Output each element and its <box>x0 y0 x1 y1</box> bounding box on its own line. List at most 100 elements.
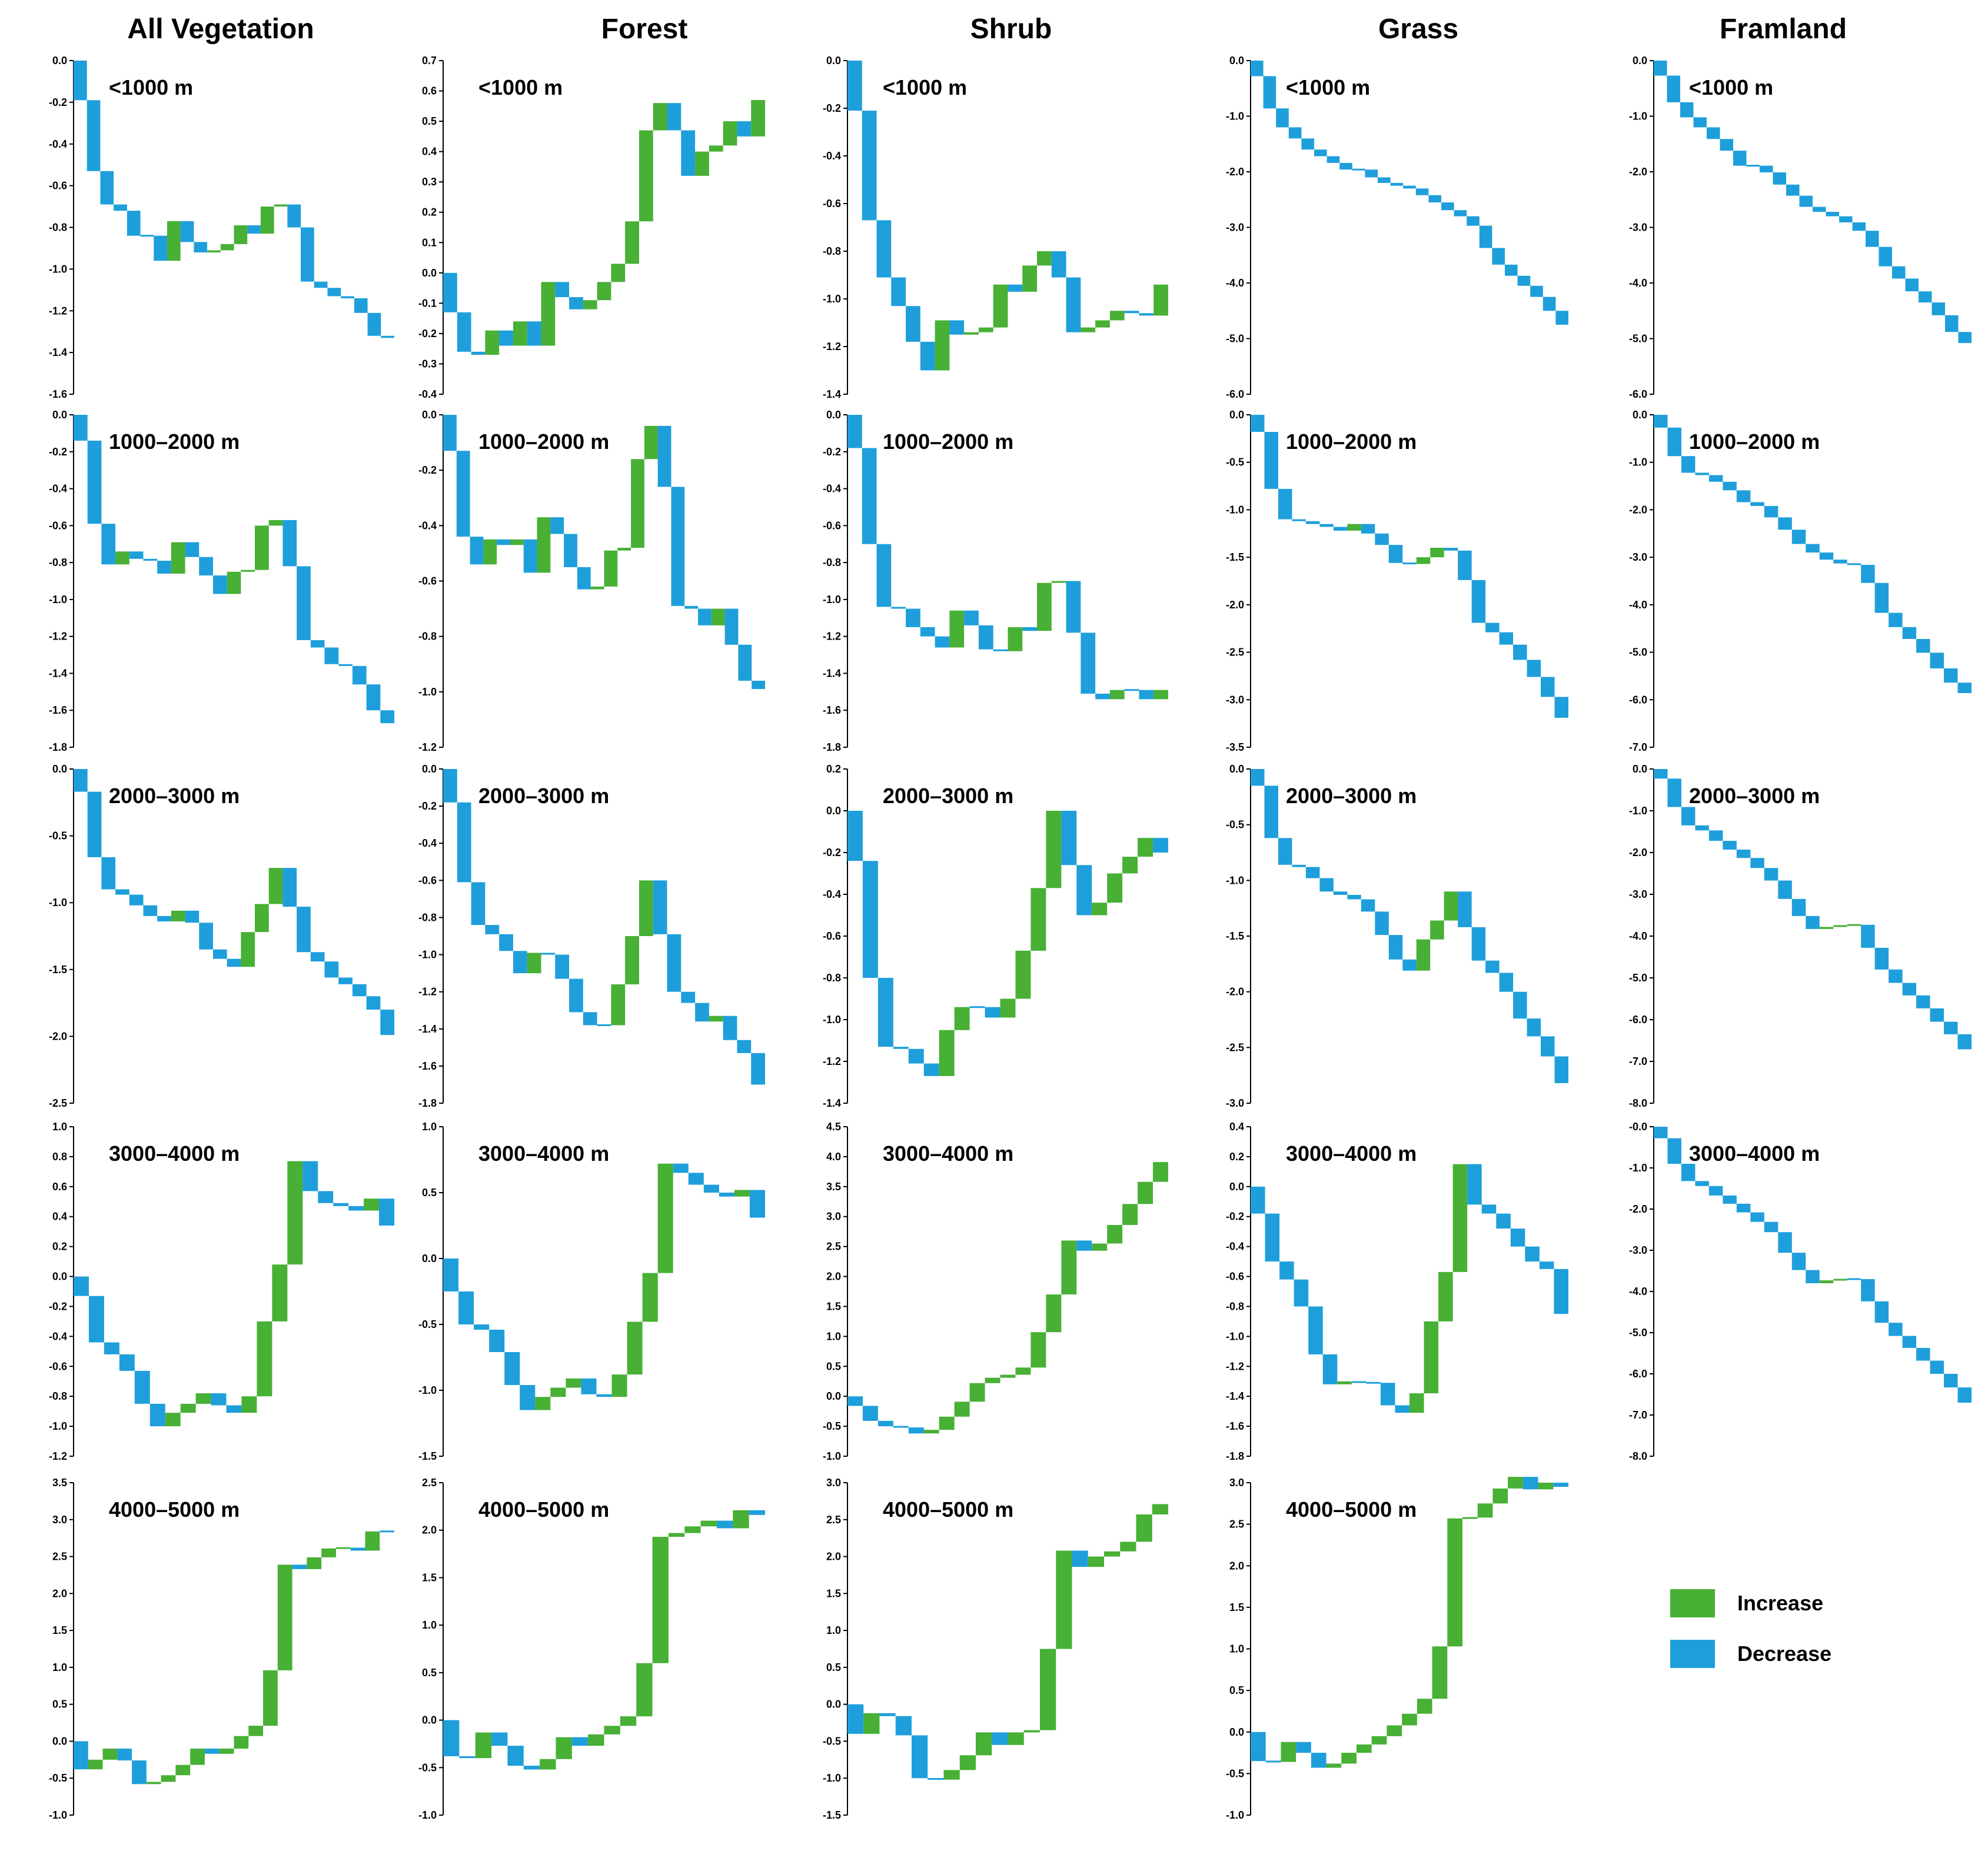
waterfall-bar-decrease <box>1322 1354 1338 1384</box>
y-tick-label-shrub-3000-4000-m: 0.0 <box>826 1390 841 1402</box>
waterfall-bar-increase <box>1138 1181 1153 1204</box>
waterfall-bar-decrease <box>1467 216 1480 226</box>
waterfall-bar-decrease <box>1333 527 1348 531</box>
waterfall-bar-decrease <box>1764 505 1778 518</box>
waterfall-bar-decrease <box>569 978 583 1013</box>
y-tick-label-shrub-2000-3000-m: -0.4 <box>823 888 841 900</box>
y-tick-label-grass-3000-4000-m: 0.4 <box>1229 1121 1244 1133</box>
waterfall-bar-decrease <box>681 991 696 1003</box>
waterfall-bar-increase <box>644 425 658 460</box>
waterfall-bar-decrease <box>287 204 301 228</box>
waterfall-bar-increase <box>535 1397 551 1410</box>
waterfall-bar-decrease <box>1441 202 1454 211</box>
waterfall-bar-decrease <box>716 1520 733 1529</box>
waterfall-bar-increase <box>1833 925 1847 927</box>
waterfall-bar-increase <box>1153 1162 1168 1182</box>
waterfall-bar-increase <box>711 608 725 625</box>
column-title-forest: Forest <box>601 14 688 45</box>
waterfall-bar-increase <box>954 1401 970 1417</box>
waterfall-bar-increase <box>1152 1504 1168 1514</box>
y-tick-label-shrub-2000-3000-m: -0.6 <box>823 930 841 942</box>
waterfall-bar-increase <box>241 1396 257 1413</box>
waterfall-bar-decrease <box>324 647 339 664</box>
waterfall-bar-decrease <box>143 558 158 561</box>
waterfall-bar-increase <box>604 550 618 587</box>
waterfall-bar-increase <box>1819 927 1834 929</box>
y-tick-label-forest-1000-2000-m: -1.0 <box>418 686 437 698</box>
waterfall-bar-decrease <box>737 1040 752 1053</box>
waterfall-bar-decrease <box>104 1342 119 1354</box>
y-tick-label-shrub-4000-5000-m: 0.5 <box>826 1662 841 1673</box>
waterfall-bar-increase <box>277 1564 292 1670</box>
waterfall-bar-decrease <box>667 103 681 131</box>
waterfall-bar-increase <box>611 984 626 1026</box>
y-tick-label-shrub-1000-m: -1.2 <box>823 341 841 352</box>
waterfall-bar-decrease <box>862 1406 878 1421</box>
waterfall-bar-decrease <box>992 1732 1008 1745</box>
waterfall-bar-decrease <box>381 335 394 338</box>
waterfall-bar-decrease <box>1861 1279 1875 1301</box>
panel-label-all-vegetation-1000-2000-m: 1000–2000 m <box>109 430 240 454</box>
waterfall-bar-decrease <box>199 557 213 576</box>
waterfall-bar-decrease <box>1813 207 1826 212</box>
waterfall-bar-increase <box>227 571 241 594</box>
y-tick-label-all-vegetation-3000-4000-m: 1.0 <box>52 1121 67 1133</box>
waterfall-bar-decrease <box>282 520 297 567</box>
waterfall-bar-decrease <box>1517 275 1531 286</box>
y-tick-label-shrub-1000-2000-m: -0.2 <box>823 446 841 458</box>
waterfall-bar-increase <box>969 1383 985 1402</box>
waterfall-bar-decrease <box>1124 689 1139 691</box>
y-tick-label-shrub-2000-3000-m: 0.2 <box>826 763 841 775</box>
waterfall-bar-decrease <box>1388 545 1403 563</box>
waterfall-bar-increase <box>364 1199 380 1211</box>
waterfall-bar-decrease <box>695 1003 709 1022</box>
waterfall-bar-increase <box>964 332 979 335</box>
waterfall-bar-decrease <box>1485 622 1500 632</box>
y-tick-label-shrub-2000-3000-m: 0.0 <box>826 805 841 817</box>
waterfall-bar-decrease <box>1294 1279 1309 1307</box>
y-tick-label-shrub-4000-5000-m: 3.0 <box>826 1477 841 1489</box>
waterfall-bar-decrease <box>1654 415 1668 428</box>
waterfall-bar-increase <box>639 880 653 936</box>
waterfall-bar-decrease <box>1944 1021 1958 1034</box>
waterfall-bar-decrease <box>1654 1127 1668 1138</box>
y-tick-label-all-vegetation-3000-4000-m: -0.4 <box>49 1330 67 1342</box>
y-tick-label-forest-1000-2000-m: -0.6 <box>418 575 437 587</box>
waterfall-bar-decrease <box>1554 1056 1568 1083</box>
waterfall-bar-decrease <box>653 880 667 934</box>
waterfall-bar-increase <box>1341 1753 1357 1764</box>
waterfall-bar-decrease <box>1736 850 1751 858</box>
waterfall-bar-decrease <box>204 1749 220 1754</box>
waterfall-bar-increase <box>1046 1294 1062 1333</box>
y-tick-label-forest-3000-4000-m: 0.0 <box>422 1253 437 1264</box>
y-tick-label-framland-2000-3000-m: -1.0 <box>1629 805 1647 817</box>
panel-label-grass-2000-3000-m: 2000–3000 m <box>1286 784 1417 808</box>
waterfall-bar-decrease <box>314 281 328 288</box>
y-tick-label-all-vegetation-1000-m: -0.8 <box>49 222 67 234</box>
waterfall-bar-decrease <box>497 539 510 545</box>
y-tick-label-forest-2000-3000-m: -1.2 <box>418 986 437 998</box>
panel-label-framland-1000-2000-m: 1000–2000 m <box>1689 430 1820 454</box>
waterfall-bar-decrease <box>1708 830 1723 841</box>
waterfall-bar-increase <box>668 1533 685 1537</box>
waterfall-bar-decrease <box>1361 524 1375 534</box>
y-tick-label-all-vegetation-3000-4000-m: -0.8 <box>49 1390 67 1402</box>
y-tick-label-framland-3000-4000-m: -3.0 <box>1629 1244 1647 1256</box>
waterfall-bar-decrease <box>129 551 144 559</box>
waterfall-bar-increase <box>611 1374 627 1397</box>
waterfall-bar-decrease <box>1305 867 1320 878</box>
waterfall-bar-decrease <box>301 227 314 282</box>
waterfall-bar-increase <box>527 953 541 974</box>
waterfall-bar-increase <box>274 204 288 207</box>
waterfall-bar-decrease <box>1681 807 1696 825</box>
y-tick-label-forest-1000-m: 0.3 <box>422 176 437 188</box>
y-tick-label-grass-4000-5000-m: 0.0 <box>1229 1726 1244 1738</box>
waterfall-bar-decrease <box>1681 456 1696 473</box>
waterfall-bar-increase <box>597 282 611 301</box>
waterfall-bar-decrease <box>597 1024 611 1026</box>
waterfall-bar-increase <box>954 1007 970 1030</box>
y-tick-label-shrub-1000-2000-m: -1.8 <box>823 741 841 753</box>
waterfall-bar-increase <box>1430 548 1444 558</box>
y-tick-label-all-vegetation-4000-5000-m: 1.5 <box>52 1624 67 1636</box>
waterfall-bar-decrease <box>1874 1301 1889 1323</box>
